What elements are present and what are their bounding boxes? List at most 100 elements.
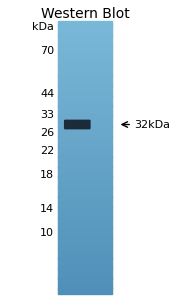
Bar [58,156,112,158]
Bar [58,117,112,119]
Bar [58,99,112,100]
Bar [58,274,112,275]
Bar [58,114,112,115]
Bar [58,82,112,83]
Bar [58,227,112,229]
Bar [58,220,112,221]
Bar [58,261,112,262]
Bar [58,273,112,274]
Bar [58,184,112,185]
Bar [58,256,112,257]
Bar [58,230,112,231]
Bar [58,242,112,243]
Bar [58,217,112,218]
Bar [58,120,112,121]
Bar [58,276,112,277]
Bar [58,42,112,43]
Bar [58,44,112,45]
Bar [58,32,112,33]
Bar [58,94,112,95]
Bar [58,118,112,119]
Bar [58,149,112,150]
Text: 33: 33 [40,110,54,121]
Bar [58,201,112,202]
Text: 70: 70 [40,46,54,56]
Bar [58,66,112,68]
Text: 26: 26 [40,128,54,139]
Bar [58,144,112,145]
Bar [58,235,112,236]
Bar [58,280,112,281]
Bar [58,110,112,111]
Bar [58,47,112,48]
Bar [58,279,112,280]
Bar [58,175,112,176]
Bar [58,286,112,287]
Bar [58,288,112,290]
Bar [58,211,112,212]
Bar [58,93,112,94]
Bar [58,58,112,59]
Bar [58,226,112,227]
Bar [58,189,112,190]
Text: Western Blot: Western Blot [41,8,129,22]
Bar [58,186,112,187]
Bar [58,238,112,239]
Bar [58,49,112,50]
Bar [58,250,112,251]
Text: 22: 22 [40,146,54,157]
Bar [58,27,112,28]
Bar [58,73,112,74]
Bar [58,191,112,192]
Bar [58,68,112,69]
Bar [58,174,112,175]
Bar [58,253,112,254]
Bar [58,171,112,172]
Bar [58,72,112,73]
Bar [58,291,112,292]
Text: kDa: kDa [32,22,54,32]
Bar [58,251,112,252]
Bar [58,180,112,181]
Bar [58,64,112,66]
Bar [58,247,112,248]
Bar [58,91,112,92]
Bar [58,37,112,38]
Bar [58,172,112,173]
Bar [58,122,112,123]
Bar [58,236,112,238]
Bar [58,270,112,271]
Bar [58,232,112,233]
Bar [58,285,112,286]
Bar [58,44,112,46]
Bar [58,167,112,168]
Bar [58,94,112,96]
Bar [58,33,112,34]
Bar [58,224,112,225]
Bar [58,193,112,194]
Bar [58,98,112,99]
Bar [58,62,112,63]
Text: 44: 44 [40,89,54,100]
Bar [58,264,112,265]
Bar [58,126,112,128]
Bar [58,52,112,53]
Bar [58,275,112,276]
Bar [58,85,112,86]
Bar [58,123,112,124]
Bar [58,164,112,165]
Bar [58,115,112,116]
Bar [58,206,112,208]
Bar [58,31,112,32]
Bar [58,107,112,108]
Bar [58,212,112,213]
Bar [58,142,112,143]
Bar [58,226,112,228]
Bar [58,267,112,268]
Bar [58,265,112,266]
Bar [58,131,112,132]
Bar [58,293,112,294]
Bar [58,108,112,109]
Bar [58,129,112,130]
Bar [58,173,112,174]
